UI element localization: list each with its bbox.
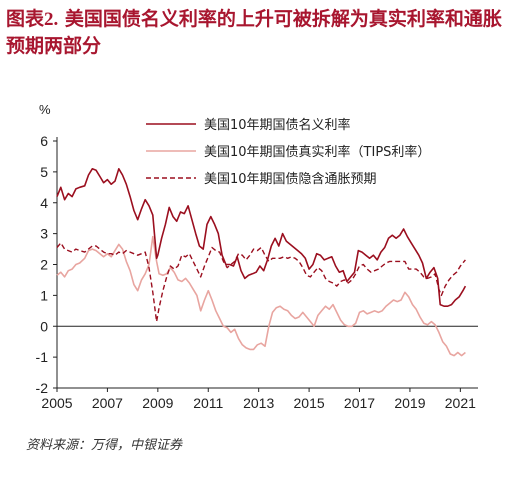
axes: % -2 -1 0 1 2 3 4 5 6 2005 2007 2009 2011 2013 2015 2017…	[36, 102, 478, 411]
y-tick-label: 3	[40, 226, 48, 242]
x-tick-label: 2015	[294, 395, 325, 411]
x-tick-label: 2005	[41, 395, 72, 411]
breakeven-line	[56, 242, 466, 323]
y-axis-label: %	[39, 102, 51, 117]
y-tick-label: 4	[40, 195, 48, 211]
x-tick-label: 2007	[92, 395, 123, 411]
legend-label: 美国10年期国债真实利率（TIPS利率）	[204, 144, 430, 160]
source-note: 资料来源：万得，中银证券	[26, 438, 183, 453]
legend-label: 美国10年期国债隐含通胀预期	[204, 171, 377, 187]
legend-label: 美国10年期国债名义利率	[204, 117, 351, 133]
y-tick-label: 0	[40, 318, 48, 334]
real-rate-line	[56, 235, 466, 357]
x-tick-label: 2009	[142, 395, 173, 411]
nominal-rate-line	[56, 168, 467, 307]
y-tick-label: 6	[40, 133, 48, 149]
title-prefix: 图表	[6, 8, 45, 30]
y-tick-label: 2	[40, 257, 48, 273]
x-tick-label: 2017	[344, 395, 375, 411]
x-tick-label: 2011	[193, 395, 223, 411]
x-tick-label: 2013	[243, 395, 274, 411]
y-tick-label: -2	[36, 380, 49, 396]
title-number: 2.	[44, 9, 59, 30]
x-tick-label: 2021	[445, 395, 476, 411]
x-tick-label: 2019	[394, 395, 425, 411]
y-tick-label: -1	[36, 349, 49, 365]
title-text: 美国国债名义利率的上升可被拆解为真实利率和通胀预期两部分	[6, 8, 502, 57]
line-chart: % -2 -1 0 1 2 3 4 5 6 2005 2007 2009 2011 2013 2015 2017…	[36, 102, 478, 411]
series-group	[56, 168, 467, 357]
chart-title: 图表2. 美国国债名义利率的上升可被拆解为真实利率和通胀预期两部分	[6, 6, 512, 60]
y-tick-label: 5	[40, 164, 48, 180]
y-tick-label: 1	[40, 287, 48, 303]
